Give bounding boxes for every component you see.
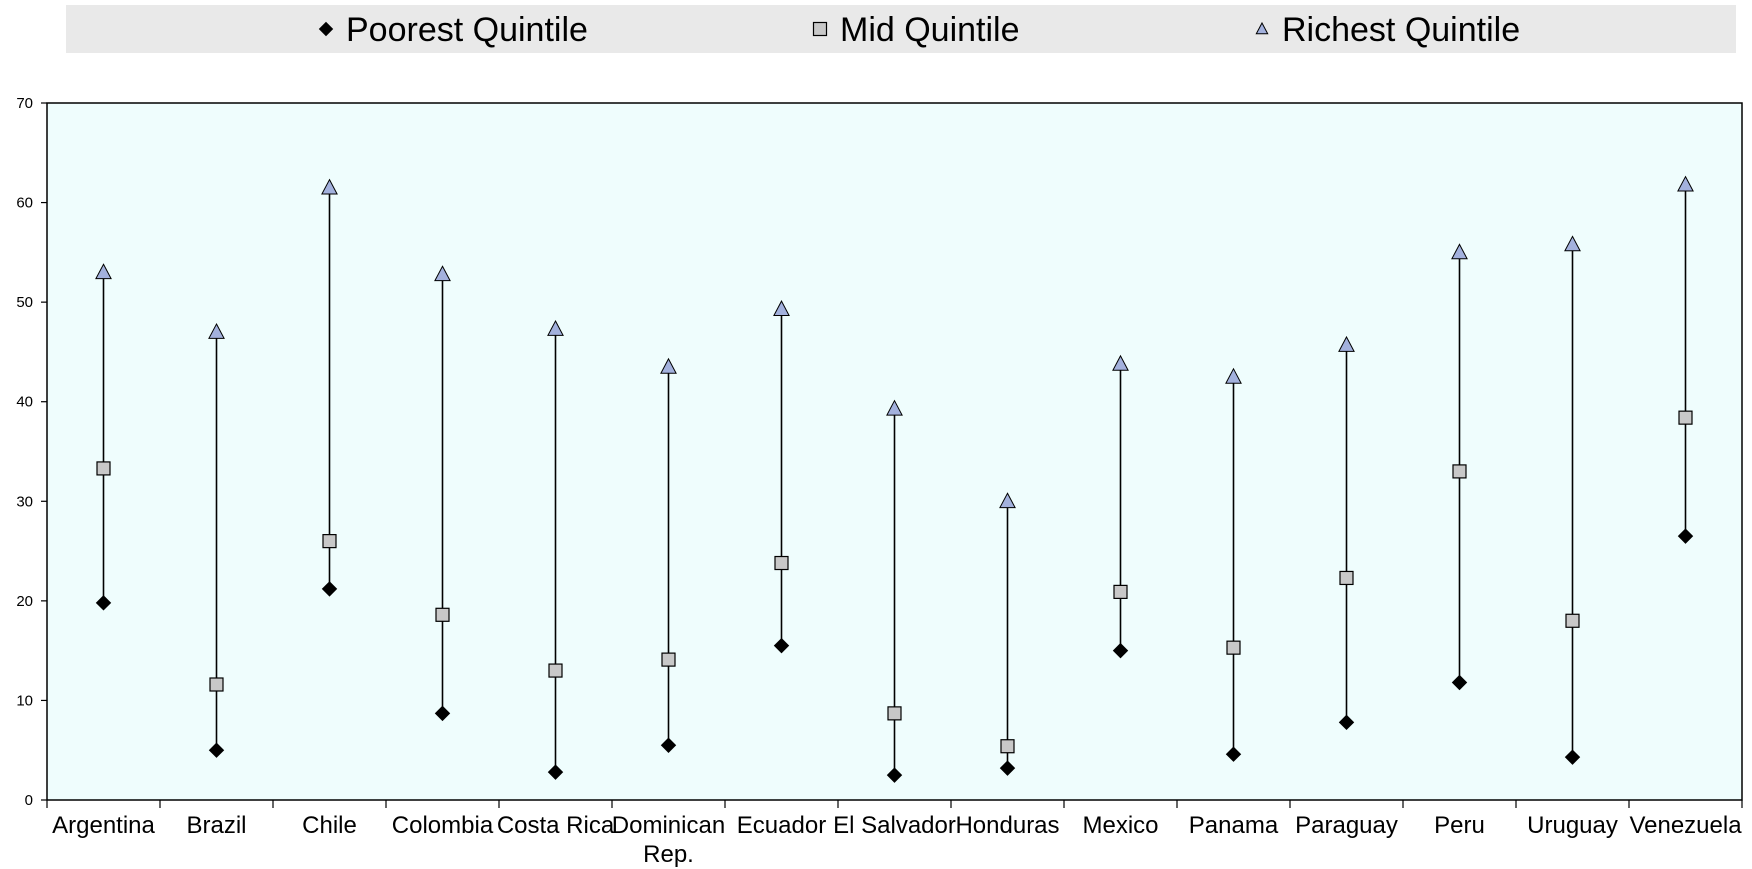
mid-quintile-point [96, 461, 111, 476]
y-tick-label: 30 [16, 493, 33, 510]
poorest-quintile-point [886, 767, 903, 783]
legend-mid-quintile-marker [812, 21, 828, 37]
richest-quintile-point [999, 492, 1016, 509]
poorest-quintile-point [1564, 749, 1581, 765]
y-tick-label: 60 [16, 195, 33, 212]
x-tick-label: Venezuela [1629, 812, 1742, 839]
richest-quintile-point [1112, 354, 1129, 371]
x-tick-label: Uruguay [1527, 812, 1618, 839]
richest-quintile-point [660, 357, 677, 374]
poorest-quintile-point [1451, 674, 1468, 691]
richest-quintile-point [321, 178, 338, 195]
mid-quintile-point [774, 555, 789, 571]
mid-quintile-point [548, 663, 563, 678]
x-tick-label: Chile [302, 812, 357, 839]
poorest-quintile-point [208, 742, 225, 758]
richest-quintile-point [208, 322, 225, 339]
richest-quintile-point [547, 319, 564, 336]
legend-background [66, 5, 1736, 53]
poorest-quintile-point [321, 581, 338, 597]
legend-richest-quintile-marker [1255, 21, 1269, 35]
richest-quintile-point [886, 399, 903, 416]
y-axis: 0 10 20 30 40 50 60 70 [16, 95, 47, 809]
richest-quintile-point [773, 300, 790, 317]
y-tick-label: 20 [16, 593, 33, 610]
x-tick-label: Dominican [612, 812, 725, 839]
x-tick-label: Rep. [643, 841, 694, 868]
richest-quintile-point [95, 263, 112, 280]
poorest-quintile-point [999, 760, 1016, 776]
richest-quintile-point [1451, 243, 1468, 260]
x-tick-label: El Salvador [833, 812, 956, 839]
x-tick-label: Colombia [392, 812, 494, 839]
y-tick-label: 70 [16, 95, 33, 112]
y-tick-label: 10 [16, 692, 33, 709]
poorest-quintile-point [95, 595, 112, 611]
markers [95, 175, 1694, 783]
richest-quintile-point [434, 265, 451, 282]
mid-quintile-point [1452, 464, 1467, 479]
mid-quintile-point [887, 706, 902, 721]
poorest-quintile-point [1112, 642, 1129, 659]
x-tick-label: Honduras [955, 812, 1059, 839]
x-tick-label: Paraguay [1295, 812, 1398, 839]
y-tick-label: 0 [25, 792, 33, 809]
x-tick-label: Panama [1189, 812, 1279, 839]
mid-quintile-point [1000, 739, 1015, 754]
poorest-quintile-point [434, 705, 451, 722]
x-tick-label: Argentina [52, 812, 155, 839]
x-tick-label: Brazil [186, 812, 246, 839]
mid-quintile-point [1226, 640, 1241, 655]
x-tick-label: Mexico [1082, 812, 1158, 839]
x-tick-label: Ecuador [737, 812, 826, 839]
poorest-quintile-point [1338, 714, 1355, 731]
x-tick-label: Peru [1434, 812, 1485, 839]
poorest-quintile-point [1225, 746, 1242, 762]
y-tick-label: 40 [16, 394, 33, 411]
range-lines [102, 184, 1687, 776]
legend: Poorest Quintile Mid Quintile Richest Quin… [318, 11, 1520, 49]
mid-quintile-point [661, 652, 676, 667]
mid-quintile-point [1113, 584, 1128, 599]
richest-quintile-point [1338, 335, 1355, 352]
mid-quintile-point [209, 677, 224, 692]
poorest-quintile-point [773, 637, 790, 654]
x-tick-label: Costa Rica [497, 812, 615, 839]
legend-richest-quintile-label: Richest Quintile [1282, 11, 1520, 49]
mid-quintile-point [1565, 613, 1580, 628]
poorest-quintile-point [660, 737, 677, 753]
richest-quintile-point [1564, 235, 1581, 252]
y-tick-label: 50 [16, 294, 33, 311]
poorest-quintile-point [547, 764, 564, 780]
poorest-quintile-point [1677, 528, 1694, 544]
legend-poorest-quintile-label: Poorest Quintile [346, 11, 588, 49]
mid-quintile-point [1339, 570, 1354, 586]
mid-quintile-point [322, 534, 337, 549]
x-axis: Argentina Brazil Chile Colombia Costa RicaDo… [46, 800, 1743, 868]
mid-quintile-point [435, 607, 450, 622]
legend-mid-quintile-label: Mid Quintile [840, 11, 1020, 49]
legend-poorest-quintile-marker [318, 21, 334, 37]
richest-quintile-point [1677, 175, 1694, 192]
mid-quintile-point [1678, 410, 1693, 425]
richest-quintile-point [1225, 367, 1242, 384]
